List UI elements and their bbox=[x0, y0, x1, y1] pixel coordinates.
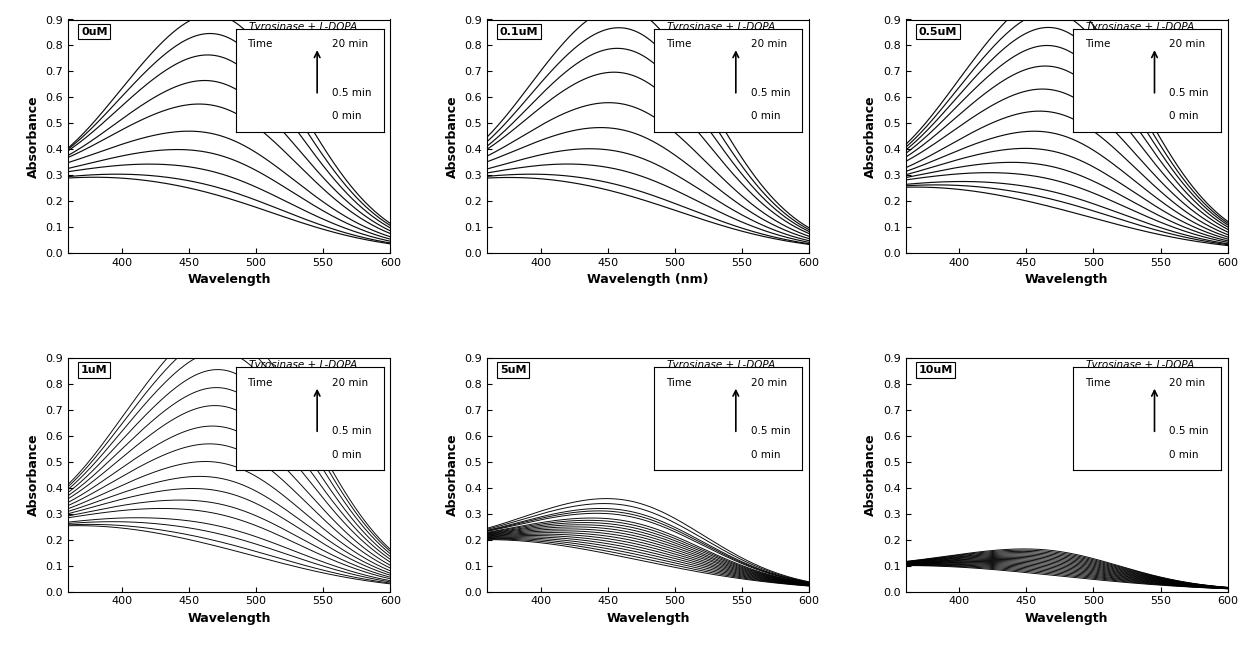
X-axis label: Wavelength (nm): Wavelength (nm) bbox=[588, 274, 708, 287]
X-axis label: Wavelength: Wavelength bbox=[606, 612, 689, 625]
X-axis label: Wavelength: Wavelength bbox=[1024, 612, 1109, 625]
X-axis label: Wavelength: Wavelength bbox=[1024, 274, 1109, 287]
X-axis label: Wavelength: Wavelength bbox=[187, 612, 272, 625]
Text: 10uM: 10uM bbox=[919, 365, 952, 375]
Y-axis label: Absorbance: Absorbance bbox=[445, 95, 459, 177]
Y-axis label: Absorbance: Absorbance bbox=[27, 434, 40, 516]
Text: Tyrosinase + L-DOPA: Tyrosinase + L-DOPA bbox=[248, 22, 357, 32]
Text: Tyrosinase + L-DOPA: Tyrosinase + L-DOPA bbox=[1086, 22, 1194, 32]
Text: Tyrosinase + L-DOPA: Tyrosinase + L-DOPA bbox=[1086, 360, 1194, 370]
Text: 0.1uM: 0.1uM bbox=[500, 27, 538, 36]
X-axis label: Wavelength: Wavelength bbox=[187, 274, 272, 287]
Text: 1uM: 1uM bbox=[81, 365, 108, 375]
Y-axis label: Absorbance: Absorbance bbox=[864, 95, 878, 177]
Text: Tyrosinase + L-DOPA: Tyrosinase + L-DOPA bbox=[667, 360, 775, 370]
Y-axis label: Absorbance: Absorbance bbox=[27, 95, 40, 177]
Text: Tyrosinase + L-DOPA: Tyrosinase + L-DOPA bbox=[248, 360, 357, 370]
Text: 0.5uM: 0.5uM bbox=[919, 27, 957, 36]
Text: Tyrosinase + L-DOPA: Tyrosinase + L-DOPA bbox=[667, 22, 775, 32]
Y-axis label: Absorbance: Absorbance bbox=[445, 434, 459, 516]
Text: 0uM: 0uM bbox=[81, 27, 108, 36]
Y-axis label: Absorbance: Absorbance bbox=[864, 434, 878, 516]
Text: 5uM: 5uM bbox=[500, 365, 526, 375]
